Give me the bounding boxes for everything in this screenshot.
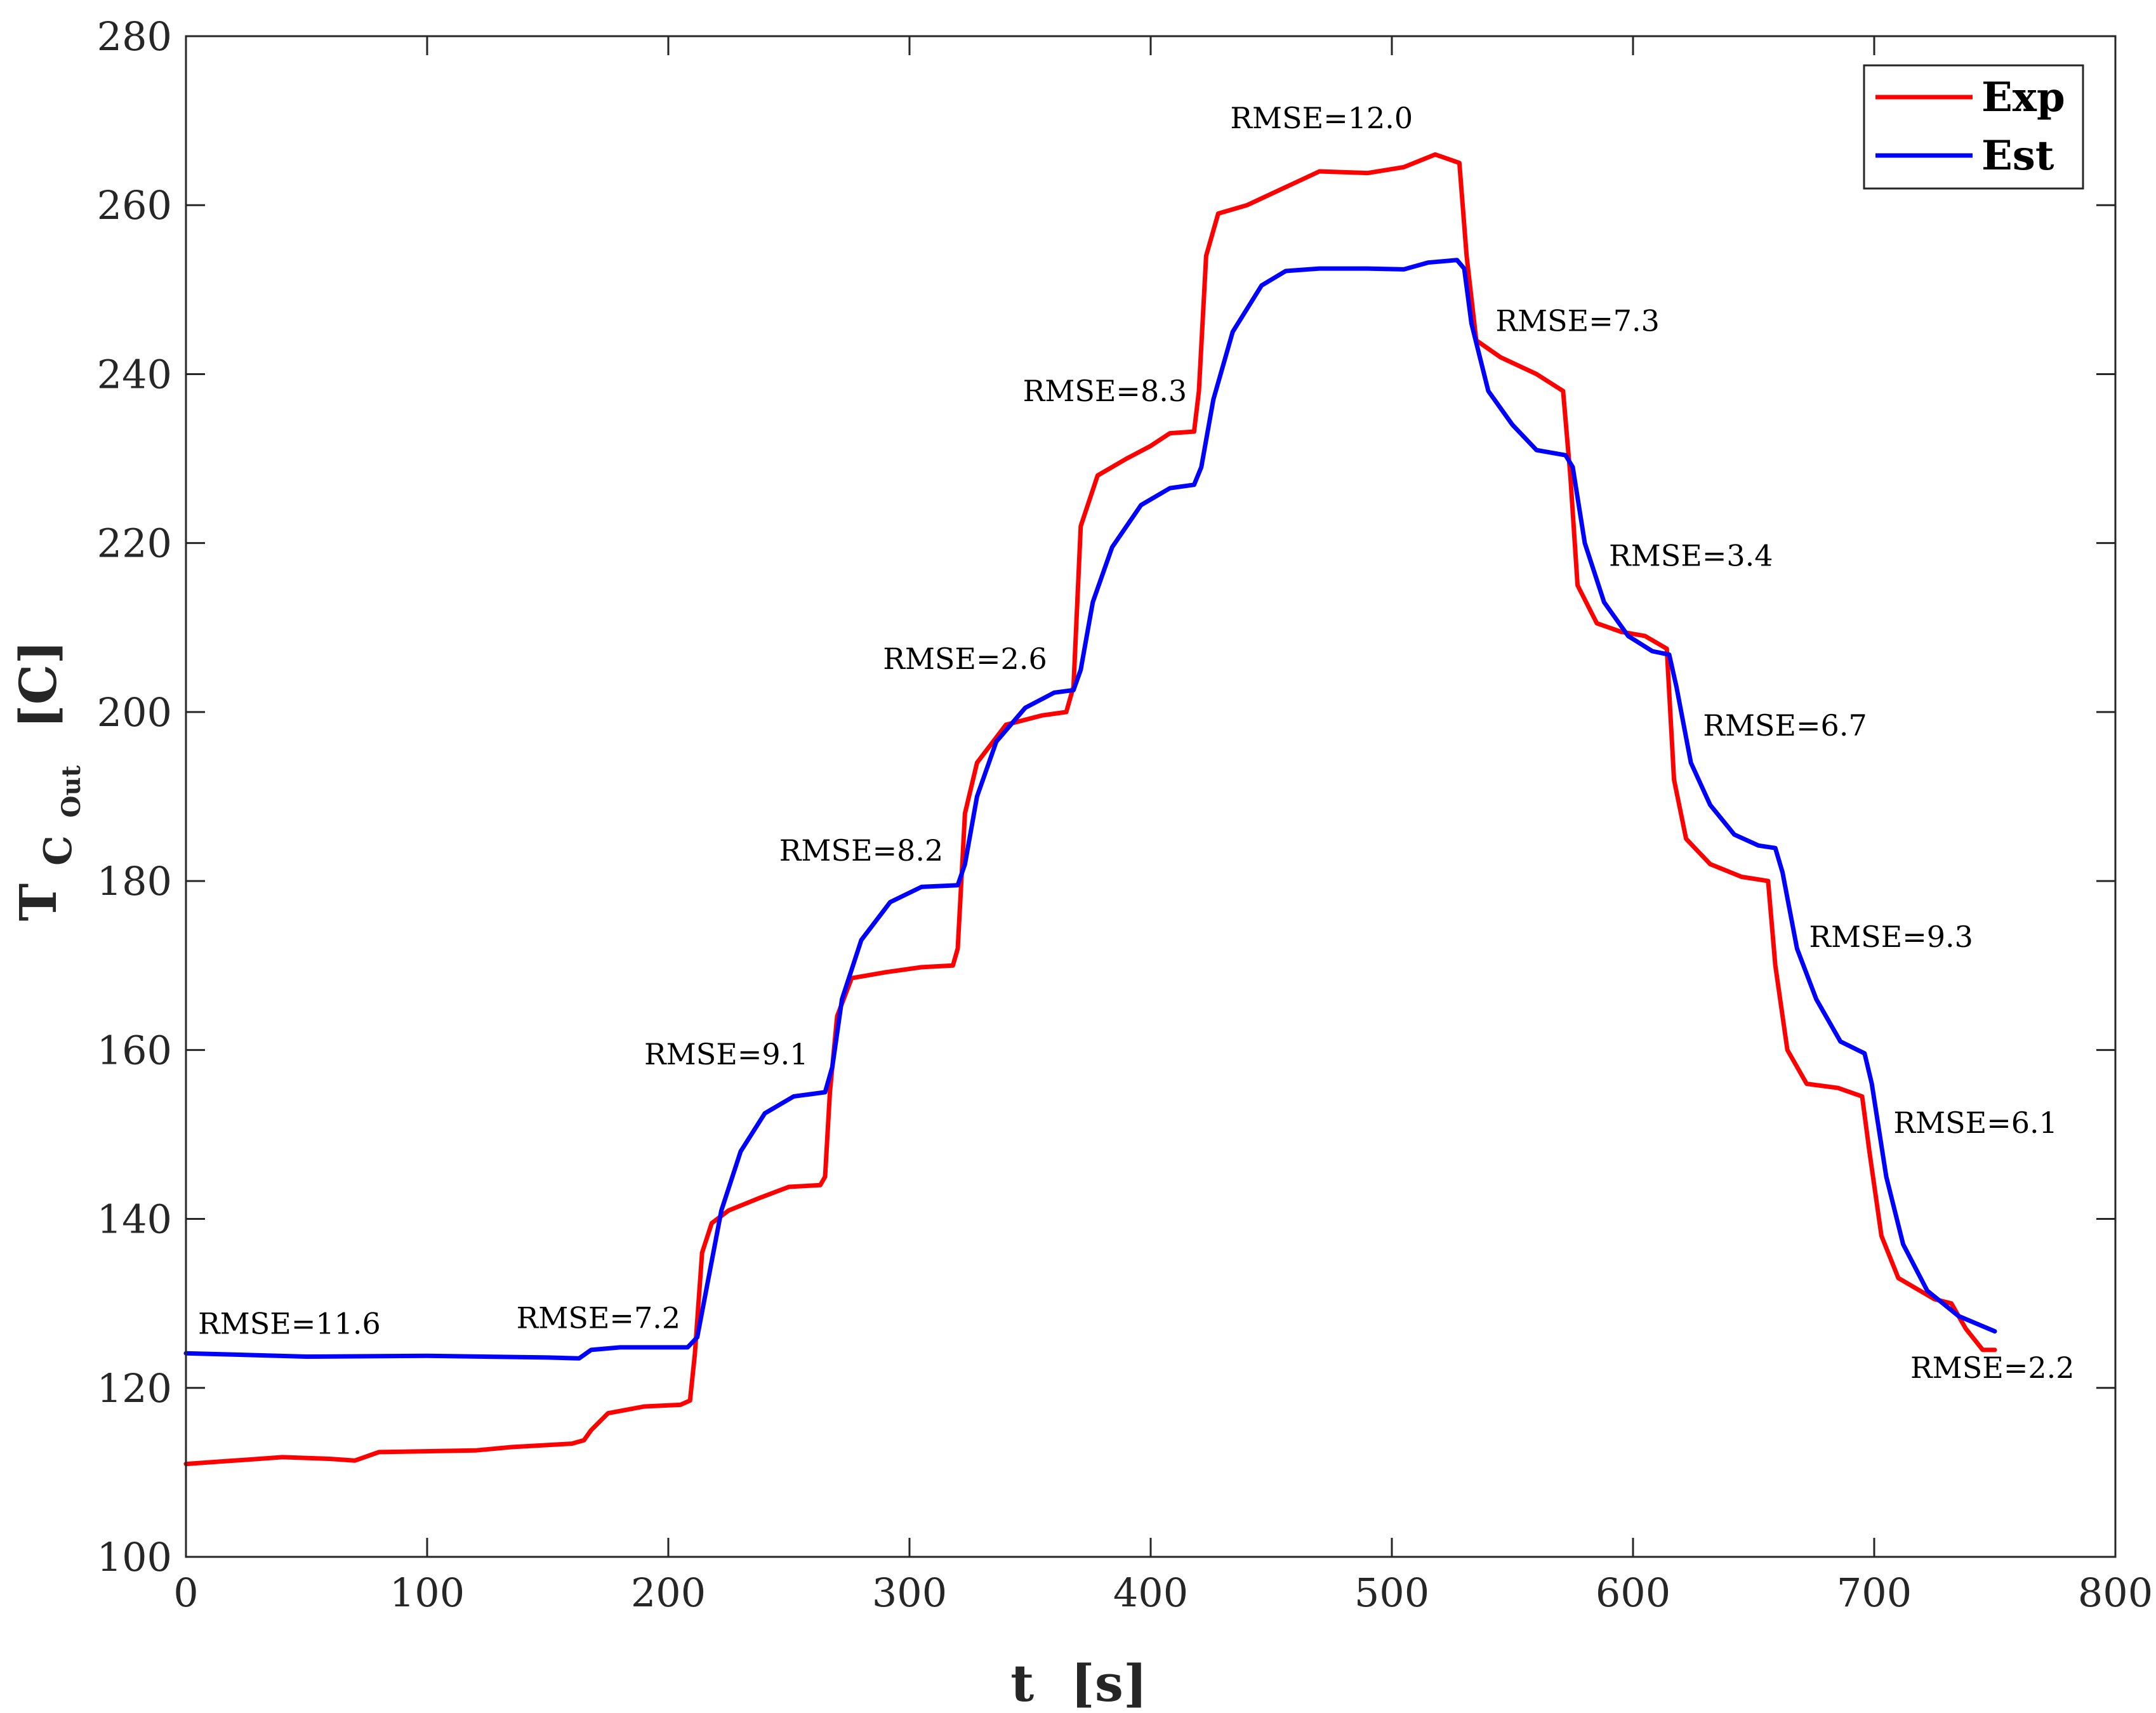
y-axis-title-symbol: T	[8, 883, 68, 922]
x-tick-label: 100	[390, 1570, 465, 1616]
annotation-layer: RMSE=11.6 RMSE=7.2 RMSE=9.1 RMSE=8.2 RMSE=2.…	[198, 101, 2075, 1385]
y-axis-title-sub: C	[36, 835, 81, 866]
rmse-annotation: RMSE=7.3	[1495, 304, 1660, 338]
rmse-annotation: RMSE=6.1	[1893, 1106, 2058, 1140]
series-line-exp	[183, 152, 1997, 1467]
y-tick-label: 100	[97, 1534, 172, 1580]
y-tick-label: 200	[97, 689, 172, 736]
rmse-annotation: RMSE=9.1	[644, 1037, 809, 1071]
plot-area	[186, 36, 2115, 1557]
rmse-annotation: RMSE=7.2	[517, 1300, 681, 1335]
rmse-annotation: RMSE=2.2	[1910, 1351, 2075, 1385]
y-axis-title-unit: [C]	[8, 640, 68, 729]
x-tick-label: 0	[173, 1570, 198, 1616]
x-tick-label: 300	[872, 1570, 947, 1616]
rmse-annotation: RMSE=6.7	[1703, 708, 1867, 743]
x-axis-title-symbol: t	[1010, 1653, 1034, 1713]
legend-label-est: Est	[1981, 132, 2054, 180]
legend-label-exp: Exp	[1981, 74, 2065, 121]
x-tick-label: 400	[1113, 1570, 1188, 1616]
y-tick-label: 220	[97, 520, 172, 567]
plot-frame	[185, 35, 2117, 1558]
x-axis-title-unit: [s]	[1071, 1653, 1147, 1713]
rmse-annotation: RMSE=11.6	[198, 1307, 381, 1341]
tick-layer: 0 100 200 300 400 500 600 700 800100120140160180…	[97, 13, 2153, 1616]
y-tick-label: 260	[97, 182, 172, 228]
y-tick-label: 140	[97, 1196, 172, 1243]
y-axis-title-subsub: Out	[56, 765, 86, 817]
x-tick-label: 600	[1596, 1570, 1670, 1616]
x-tick-label: 500	[1354, 1570, 1429, 1616]
y-tick-label: 280	[97, 13, 172, 60]
rmse-annotation: RMSE=9.3	[1809, 920, 1973, 954]
y-tick-label: 120	[97, 1365, 172, 1412]
legend: Exp Est	[1863, 64, 2084, 190]
x-tick-label: 700	[1837, 1570, 1912, 1616]
y-tick-label: 240	[97, 351, 172, 397]
y-axis-title: T C Out [C]	[8, 640, 92, 922]
series-line-est	[183, 258, 1997, 1361]
x-tick-label: 800	[2078, 1570, 2153, 1616]
y-tick-label: 160	[97, 1027, 172, 1073]
x-axis-title: t [s]	[1010, 1653, 1147, 1713]
rmse-annotation: RMSE=2.6	[883, 642, 1047, 676]
rmse-annotation: RMSE=8.3	[1023, 374, 1187, 408]
rmse-annotation: RMSE=12.0	[1230, 101, 1413, 135]
rmse-annotation: RMSE=8.2	[779, 833, 944, 868]
x-tick-label: 200	[631, 1570, 706, 1616]
rmse-annotation: RMSE=3.4	[1609, 539, 1773, 573]
legend-box	[1863, 64, 2084, 190]
series-layer	[183, 152, 1997, 1467]
y-tick-label: 180	[97, 858, 172, 904]
